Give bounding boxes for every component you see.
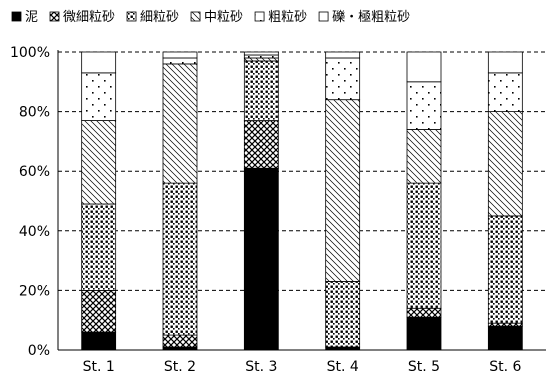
bar-segment: [406, 307, 442, 318]
bar-segment: [81, 331, 117, 351]
x-tick-label: St. 6: [489, 359, 521, 375]
bar-segment: [243, 167, 279, 351]
bar-segment: [162, 63, 198, 184]
bar-segment: [406, 81, 442, 130]
legend-label: 細粒砂: [140, 10, 179, 25]
bar-segment: [81, 72, 117, 121]
bar-segment: [406, 129, 442, 184]
bar-segment: [81, 203, 117, 291]
y-tick-label: 60%: [19, 164, 50, 180]
x-tick-label: St. 2: [164, 359, 196, 375]
legend-swatch: [49, 11, 60, 22]
x-tick-label: St. 5: [408, 359, 440, 375]
gridlines: [58, 51, 546, 291]
bar-segment: [162, 57, 198, 65]
bar-segment: [325, 99, 361, 282]
bar-segment: [406, 182, 442, 309]
bar-segment: [162, 51, 198, 59]
bar-segment: [487, 72, 523, 113]
y-tick-label: 20%: [19, 283, 50, 299]
axes: 0% 20% 40% 60% 80% 100% St. 1 St. 2 St. 3 St. 4 St…: [10, 45, 546, 375]
legend-label: 中粒砂: [204, 10, 243, 25]
bar-segment: [243, 57, 279, 62]
y-tick-label: 0%: [28, 343, 50, 359]
legend-swatch: [126, 11, 137, 22]
bar-segment: [162, 182, 198, 336]
legend-item: 粗粒砂: [254, 10, 307, 25]
legend-label: 粗粒砂: [268, 10, 307, 25]
x-tick-label: St. 3: [245, 359, 277, 375]
legend-label: 泥: [25, 10, 38, 25]
x-tick-label: St. 4: [327, 359, 359, 375]
legend-item: 細粒砂: [126, 10, 179, 25]
legend-swatch: [190, 11, 201, 22]
bar-segment: [81, 120, 117, 205]
bar-segment: [325, 51, 361, 59]
bar-segment: [325, 57, 361, 101]
x-tick-label: St. 1: [83, 359, 115, 375]
bar-segment: [487, 325, 523, 351]
legend-item: 礫・極粗粒砂: [318, 9, 410, 25]
legend-swatch: [11, 11, 22, 22]
legend-label: 礫・極粗粒砂: [332, 9, 410, 25]
bar-segment: [243, 51, 279, 56]
bar-segment: [487, 322, 523, 327]
bar-segment: [243, 60, 279, 121]
y-tick-label: 80%: [19, 105, 50, 121]
y-tick-label: 40%: [19, 224, 50, 240]
legend: 泥 微細粒砂 細粒砂 中粒砂 粗粒砂 礫・極粗粒砂: [11, 9, 410, 25]
bar-segment: [406, 51, 442, 83]
bar-segment: [406, 316, 442, 351]
bar-segment: [162, 334, 198, 348]
bar-segment: [81, 289, 117, 333]
legend-label: 微細粒砂: [63, 10, 115, 25]
bar-segment: [487, 51, 523, 74]
legend-item: 微細粒砂: [49, 10, 115, 25]
bars: [81, 51, 523, 351]
bar-segment: [81, 51, 117, 74]
bar-segment: [243, 54, 279, 59]
legend-item: 中粒砂: [190, 10, 243, 25]
bar-segment: [325, 281, 361, 348]
legend-swatch: [254, 11, 265, 22]
legend-item: 泥: [11, 10, 38, 25]
y-tick-label: 100%: [10, 45, 50, 61]
bar-segment: [487, 111, 523, 217]
bar-segment: [487, 215, 523, 324]
bar-segment: [243, 120, 279, 169]
legend-swatch: [318, 11, 329, 22]
